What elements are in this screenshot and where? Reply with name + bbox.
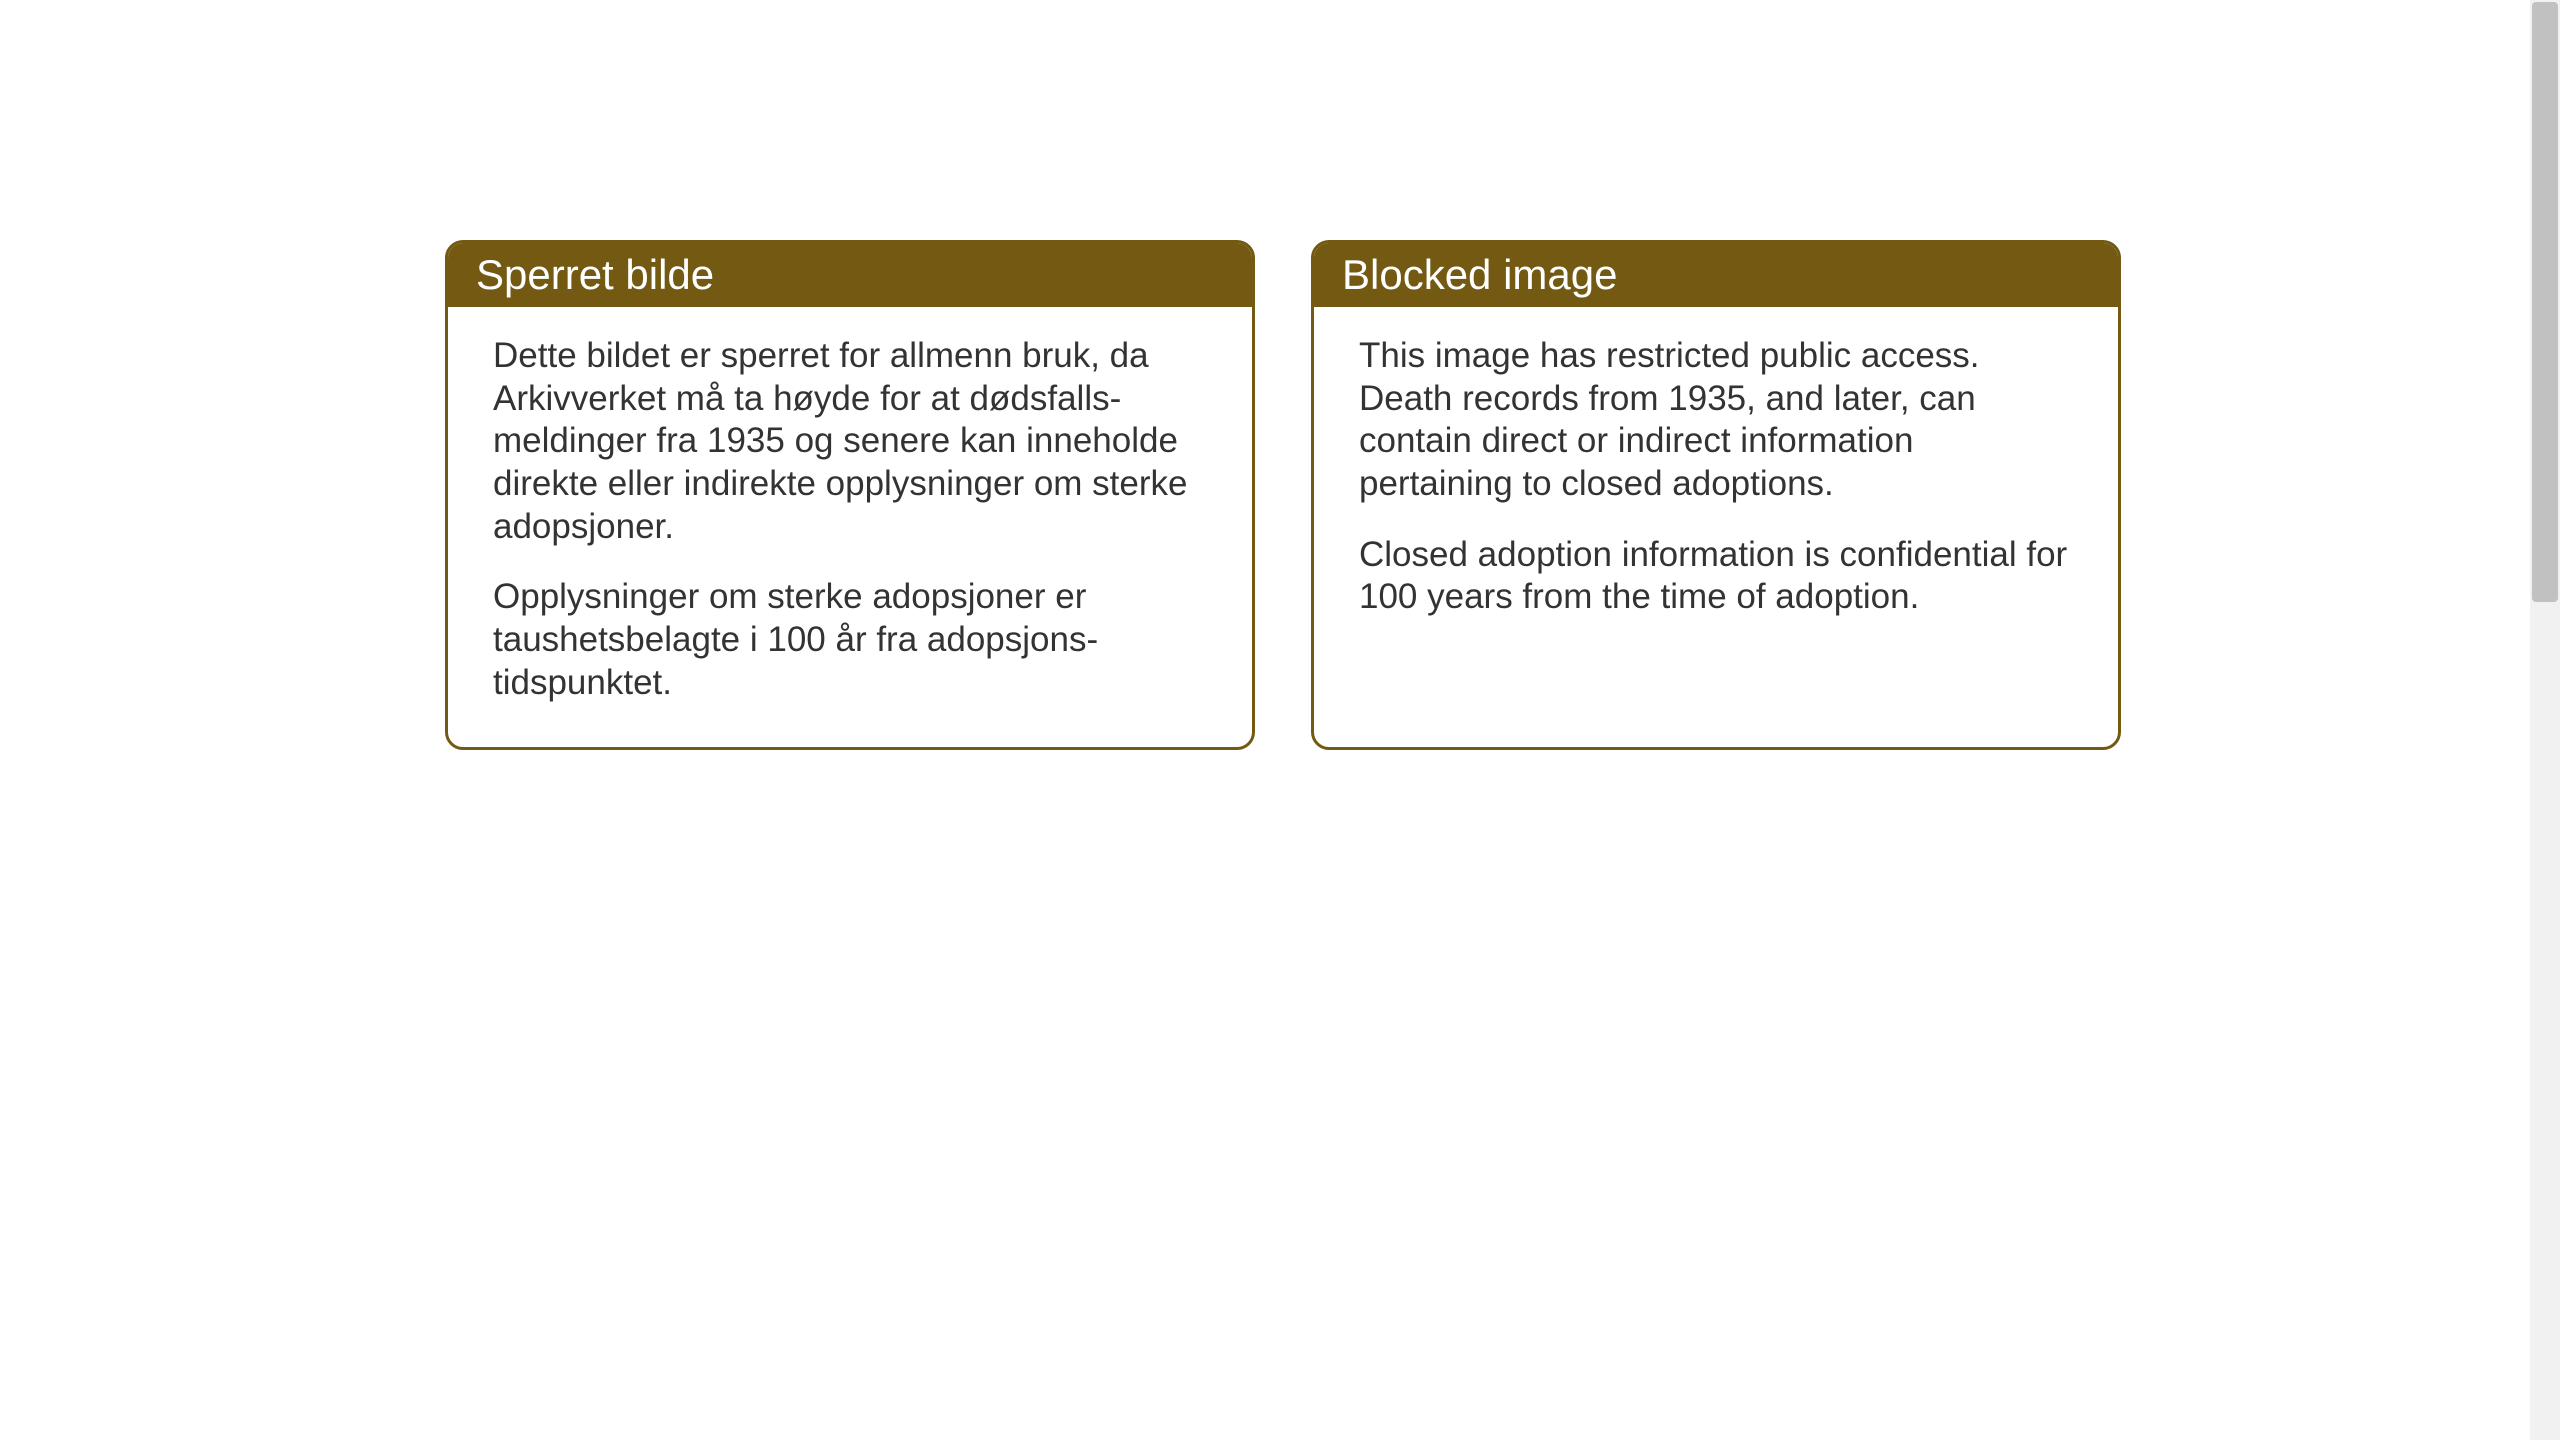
notice-cards-container: Sperret bilde Dette bildet er sperret fo… [445, 240, 2121, 750]
card-body-english: This image has restricted public access.… [1314, 307, 2118, 661]
notice-card-norwegian: Sperret bilde Dette bildet er sperret fo… [445, 240, 1255, 750]
card-title: Sperret bilde [476, 251, 714, 298]
notice-card-english: Blocked image This image has restricted … [1311, 240, 2121, 750]
scrollbar-thumb[interactable] [2532, 2, 2558, 602]
scrollbar-track[interactable] [2530, 0, 2560, 1440]
card-header-english: Blocked image [1314, 243, 2118, 307]
card-title: Blocked image [1342, 251, 1617, 298]
card-paragraph: Opplysninger om sterke adopsjoner er tau… [493, 576, 1207, 704]
card-body-norwegian: Dette bildet er sperret for allmenn bruk… [448, 307, 1252, 747]
card-paragraph: Dette bildet er sperret for allmenn bruk… [493, 335, 1207, 548]
card-header-norwegian: Sperret bilde [448, 243, 1252, 307]
card-paragraph: Closed adoption information is confident… [1359, 534, 2073, 619]
card-paragraph: This image has restricted public access.… [1359, 335, 2073, 506]
